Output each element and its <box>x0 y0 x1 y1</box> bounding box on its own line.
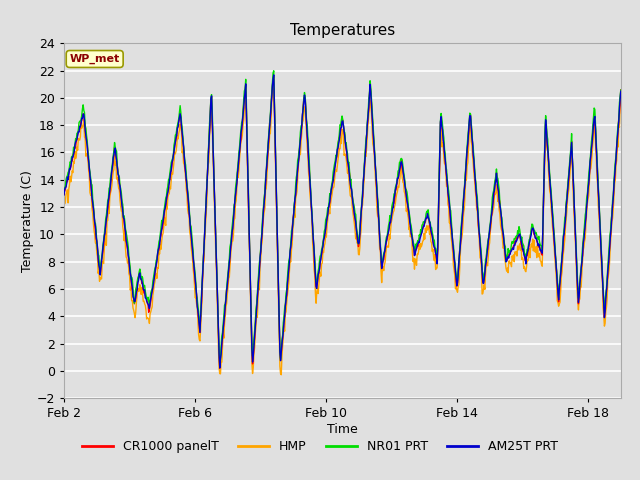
X-axis label: Time: Time <box>327 423 358 436</box>
Y-axis label: Temperature (C): Temperature (C) <box>21 170 34 272</box>
Text: WP_met: WP_met <box>70 54 120 64</box>
Legend: CR1000 panelT, HMP, NR01 PRT, AM25T PRT: CR1000 panelT, HMP, NR01 PRT, AM25T PRT <box>77 435 563 458</box>
Title: Temperatures: Temperatures <box>290 23 395 38</box>
